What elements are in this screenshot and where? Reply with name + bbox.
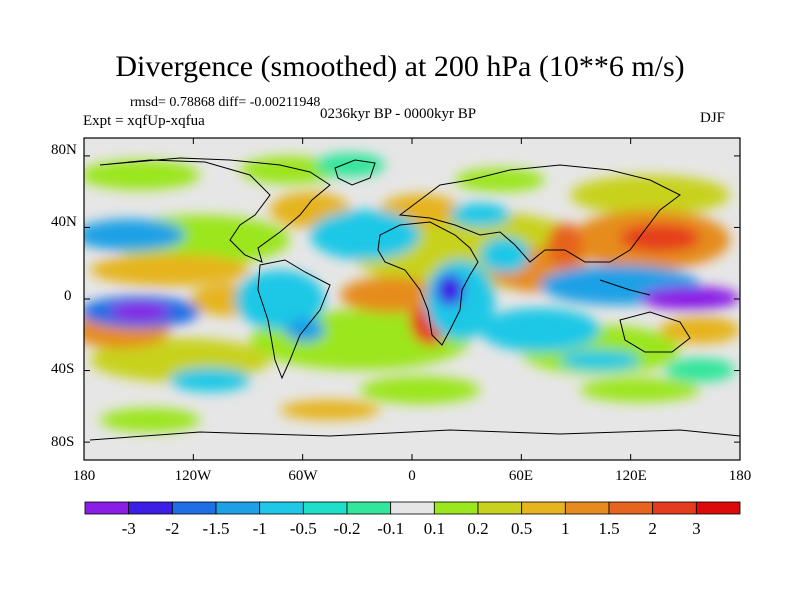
colorbar-label: 0.5 xyxy=(511,519,533,538)
colorbar xyxy=(84,501,741,515)
lat-tick-label: 80S xyxy=(51,434,75,450)
colorbar-swatch xyxy=(695,501,741,515)
contour-region xyxy=(480,237,530,273)
lat-tick-label: 80N xyxy=(51,142,77,158)
maritime-continent xyxy=(599,279,651,296)
colorbar-swatch xyxy=(433,501,479,515)
season-label: DJF xyxy=(700,110,726,126)
experiment-label: Expt = xqfUp-xqfua xyxy=(83,113,205,129)
lon-tick-label: 120W xyxy=(174,468,212,484)
stats-text: rmsd= 0.78868 diff= -0.00211948 xyxy=(130,95,321,110)
south-america-coast xyxy=(257,259,331,380)
contour-region xyxy=(480,308,600,352)
contour-region xyxy=(450,203,510,227)
colorbar-swatch xyxy=(84,501,130,515)
antarctica-coast xyxy=(89,429,740,441)
colorbar-swatch xyxy=(564,501,610,515)
colorbar-label: -2 xyxy=(165,519,180,538)
colorbar-swatch xyxy=(302,501,348,515)
contour-region xyxy=(315,153,385,177)
lon-tick-label: 180 xyxy=(728,468,752,484)
africa-coast xyxy=(377,221,479,346)
lon-tick-label: 60W xyxy=(288,468,318,484)
contour-region xyxy=(285,318,325,342)
lat-tick-label: 0 xyxy=(64,288,72,304)
contour-region xyxy=(436,274,464,306)
colorbar-swatch xyxy=(128,501,173,515)
colorbar-label: -1 xyxy=(252,519,267,538)
contour-region xyxy=(547,223,583,267)
colorbar-swatch xyxy=(171,501,217,515)
lat-tick-label: 40S xyxy=(51,361,75,377)
lon-tick-label: 60E xyxy=(508,468,534,484)
contour-region xyxy=(560,350,640,370)
lat-tick-label: 40N xyxy=(51,214,77,230)
lon-tick-label: 0 xyxy=(408,468,416,484)
contour-region xyxy=(110,303,170,321)
colorbar-swatch xyxy=(259,501,304,515)
contour-region xyxy=(665,358,735,382)
contour-region xyxy=(340,277,440,313)
australia-coast xyxy=(619,311,691,353)
contour-region xyxy=(100,408,200,432)
colorbar-label: 0.2 xyxy=(467,519,489,538)
greenland-coast xyxy=(334,159,376,186)
lon-tick-label: 180 xyxy=(72,468,96,484)
contour-region xyxy=(640,286,740,310)
colorbar-swatch xyxy=(346,501,392,515)
colorbar-label: -3 xyxy=(121,519,136,538)
north-america-coast xyxy=(99,157,331,263)
colorbar-label: 0.1 xyxy=(423,519,445,538)
contour-region xyxy=(570,175,730,215)
contour-region xyxy=(360,376,480,404)
contour-region xyxy=(310,210,420,260)
axis-ticks xyxy=(83,138,741,460)
colorbar-label: -0.1 xyxy=(377,519,405,538)
coastlines xyxy=(89,157,740,441)
colorbar-label: -0.2 xyxy=(333,519,361,538)
colorbar-swatch xyxy=(477,501,523,515)
colorbar-swatch xyxy=(215,501,261,515)
colorbar-label: -1.5 xyxy=(202,519,230,538)
colorbar-label: 2 xyxy=(648,519,657,538)
contour-region xyxy=(280,400,380,420)
contour-region xyxy=(170,368,250,392)
contour-region xyxy=(660,316,740,344)
divergence-field xyxy=(84,138,740,460)
period-label: 0236kyr BP - 0000kyr BP xyxy=(320,106,477,122)
contour-region xyxy=(580,378,700,402)
lon-tick-label: 120E xyxy=(615,468,647,484)
colorbar-swatch xyxy=(390,501,435,515)
contour-region xyxy=(620,224,700,252)
chart-title: Divergence (smoothed) at 200 hPa (10**6 … xyxy=(115,50,685,83)
contour-blobs xyxy=(84,153,740,432)
contour-region xyxy=(455,168,545,192)
contour-region xyxy=(235,270,325,330)
colorbar-label: -0.5 xyxy=(289,519,317,538)
contour-region xyxy=(84,219,185,251)
colorbar-swatch xyxy=(521,501,566,515)
contour-region xyxy=(84,160,200,190)
colorbar-label: 1 xyxy=(561,519,570,538)
eurasia-coast xyxy=(398,164,681,263)
contour-region xyxy=(90,254,250,286)
colorbar-swatch xyxy=(652,501,697,515)
colorbar-swatch xyxy=(608,501,654,515)
colorbar-label: 1.5 xyxy=(598,519,620,538)
colorbar-label: 3 xyxy=(692,519,701,538)
